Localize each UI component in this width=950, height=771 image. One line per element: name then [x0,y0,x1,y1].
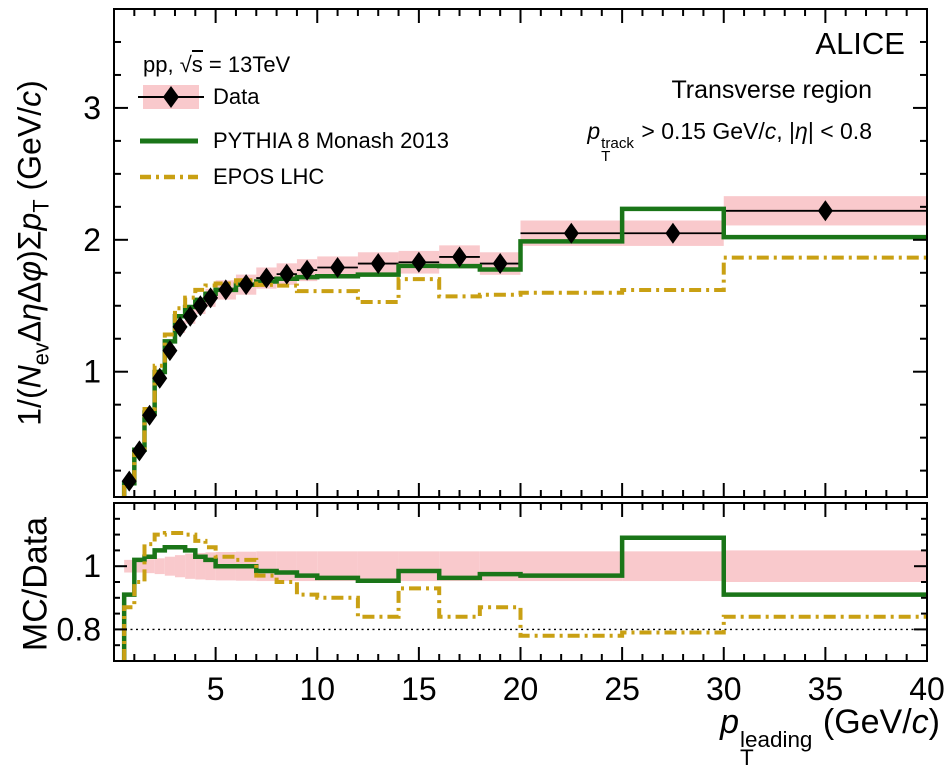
data-point-marker [182,305,198,327]
data-point-marker [258,267,274,289]
legend-item-data: Data [138,82,259,112]
data-point-marker [492,253,508,275]
data-point-marker [203,287,219,309]
tick-label: 15 [401,671,437,707]
tick-label: 2 [83,222,101,258]
tick-label: 5 [207,671,225,707]
x-axis-title: p leading T (GeV/c) [720,703,940,771]
ratio-syst-band [398,551,440,582]
epos-ratio-histogram [122,531,927,661]
epos-line-swatch [138,162,204,192]
data-point-marker [172,316,188,338]
track-cuts-label: p track T > 0.15 GeV/c, |η| < 0.8 [587,118,872,165]
ratio-syst-band [205,552,216,581]
tick-label: 1 [83,354,101,390]
data-point-marker [411,251,427,273]
y-axis-title-main: 1/(NevΔηΔφ)ΣpT (GeV/c) [11,80,54,426]
legend-label-pythia: PYTHIA 8 Monash 2013 [213,128,450,153]
ratio-syst-band [124,559,135,573]
legend-item-pythia: PYTHIA 8 Monash 2013 [138,126,449,156]
data-point-marker [370,253,386,275]
data-point-marker [299,259,315,281]
tick-label: 20 [503,671,539,707]
experiment-label: ALICE [815,26,905,61]
data-point-marker [665,222,681,244]
tick-label: 35 [808,671,844,707]
data-point-marker [817,200,833,222]
tick-label: 25 [604,671,640,707]
ratio-syst-band [723,550,927,582]
pythia-line-swatch [138,126,204,156]
data-point-marker [131,440,147,462]
ratio-panel [114,531,927,661]
ratio-syst-band [256,551,277,582]
data-point-marker [142,404,158,426]
data-marker-swatch [138,82,204,112]
tick-label: 10 [299,671,335,707]
data-point-marker [330,257,346,279]
data-point-marker [162,340,178,362]
ratio-syst-band [134,559,145,573]
tick-label: 1 [83,548,101,584]
ratio-syst-band [195,552,206,580]
data-point-marker [121,470,137,492]
data-point-marker [563,222,579,244]
data-point-marker [152,367,168,389]
data-point-marker [218,279,234,301]
ratio-syst-band [174,555,186,578]
ratio-syst-band [144,559,155,574]
tick-label: 30 [706,671,742,707]
collision-system-label: pp, √s = 13TeV [143,50,291,77]
pythia-histogram [121,206,927,497]
legend-label-data: Data [213,84,260,109]
region-label: Transverse region [671,76,872,104]
pythia-ratio-histogram [121,535,927,661]
ratio-syst-band [357,551,399,582]
tick-label: 0.8 [57,611,101,647]
ratio-syst-band [185,553,196,579]
legend-label-epos: EPOS LHC [213,164,325,189]
tick-label: 40 [909,671,945,707]
data-point-marker [192,295,208,317]
data-point-marker [452,246,468,268]
ratio-syst-band [276,551,297,582]
epos-histogram [122,255,927,497]
legend-item-epos: EPOS LHC [138,162,324,192]
y-axis-title-ratio: MC/Data [16,516,55,652]
ratio-syst-band [479,551,521,582]
ratio-syst-band [164,556,175,576]
data-point-marker [279,263,295,285]
ratio-syst-band [622,551,724,582]
tick-label: 3 [83,90,101,126]
main-panel [121,196,927,497]
ratio-syst-band [154,558,165,575]
data-point-marker [238,274,254,296]
